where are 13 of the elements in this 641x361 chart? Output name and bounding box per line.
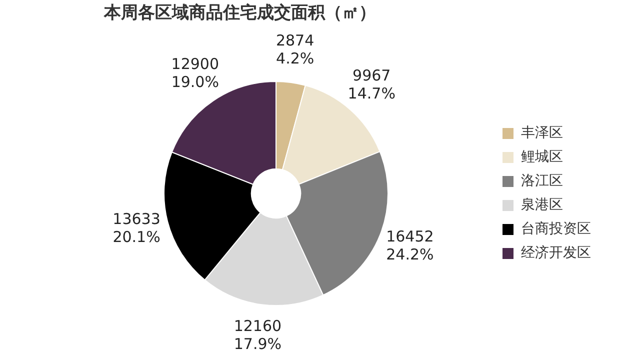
data-label: 12160 17.9% — [234, 317, 282, 354]
legend-label: 经济开发区 — [521, 245, 591, 262]
legend-label: 丰泽区 — [521, 125, 563, 142]
data-label: 2874 4.2% — [276, 32, 314, 68]
legend-label: 洛江区 — [521, 173, 563, 190]
data-label: 12900 19.0% — [171, 55, 220, 92]
chart-title: 本周各区域商品住宅成交面积（㎡） — [102, 2, 377, 25]
legend-label: 台商投资区 — [521, 221, 591, 238]
data-label: 16452 24.2% — [386, 227, 434, 264]
data-label: 13633 20.1% — [112, 210, 160, 246]
legend-label: 鲤城区 — [521, 149, 563, 166]
legend-label: 泉港区 — [521, 197, 563, 214]
data-label: 9967 14.7% — [348, 66, 396, 103]
